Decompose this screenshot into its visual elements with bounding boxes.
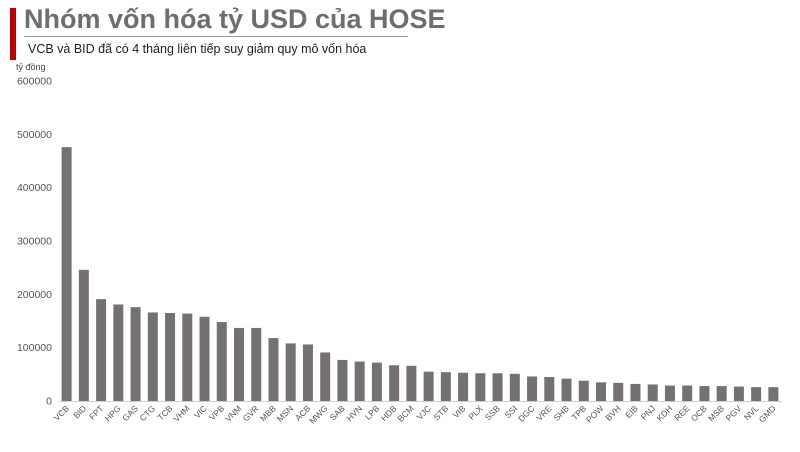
bar — [182, 313, 193, 401]
bar — [475, 373, 486, 401]
x-tick-label: PGV — [724, 403, 744, 423]
bar — [199, 316, 210, 401]
y-tick-label: 300000 — [17, 236, 52, 248]
bar — [354, 361, 365, 401]
x-tick-label: MWG — [307, 403, 329, 425]
page-title: Nhóm vốn hóa tỷ USD của HOSE — [24, 4, 446, 34]
bar — [716, 386, 727, 401]
y-tick-label: 600000 — [17, 76, 52, 88]
bar — [596, 382, 606, 401]
bar — [320, 352, 331, 401]
bar — [389, 365, 400, 401]
x-tick-label: OCB — [689, 403, 709, 423]
bar — [751, 387, 762, 401]
x-tick-label: MSB — [706, 403, 726, 423]
x-tick-label: FPT — [87, 403, 105, 421]
x-tick-label: HVN — [344, 403, 364, 423]
x-tick-label: HPG — [103, 403, 123, 423]
y-tick-label: 0 — [46, 396, 52, 408]
x-tick-label: LPB — [363, 403, 382, 422]
x-tick-label: PLX — [466, 403, 485, 422]
bar — [406, 365, 417, 401]
y-tick-label: 400000 — [17, 182, 52, 194]
x-tick-label: VIC — [192, 403, 209, 420]
bar — [458, 372, 469, 401]
x-tick-label: SSB — [483, 403, 502, 422]
bar — [113, 304, 124, 401]
bar — [268, 338, 279, 401]
x-tick-label: REE — [672, 403, 692, 423]
x-tick-label: VPB — [207, 403, 226, 422]
x-tick-label: SAB — [328, 403, 347, 422]
bar — [423, 371, 434, 401]
bar — [768, 387, 779, 401]
x-tick-label: CTG — [137, 403, 157, 423]
bar — [147, 312, 158, 401]
bar — [96, 299, 107, 401]
bar — [664, 385, 675, 401]
x-tick-label: VNM — [223, 403, 243, 423]
bar — [578, 380, 589, 401]
x-tick-label: GVR — [241, 403, 261, 423]
bar — [492, 373, 503, 401]
y-tick-label: 200000 — [17, 289, 52, 301]
x-tick-label: PNJ — [639, 403, 657, 421]
bar — [733, 386, 744, 401]
bar — [440, 372, 451, 401]
title-underline — [24, 36, 408, 37]
title-accent-bar — [10, 8, 16, 60]
bar — [78, 269, 89, 401]
bar — [699, 386, 710, 401]
bar — [613, 382, 624, 401]
x-tick-label: VCB — [52, 403, 72, 423]
bar — [216, 322, 227, 401]
bar — [630, 383, 641, 401]
y-tick-label: 100000 — [17, 342, 52, 354]
bar — [251, 327, 262, 401]
x-tick-label: MSN — [275, 403, 295, 423]
bar — [130, 307, 141, 401]
x-tick-label: SHB — [552, 403, 572, 423]
x-tick-label: VRE — [534, 403, 554, 423]
page-subtitle: VCB và BID đã có 4 tháng liên tiếp suy g… — [28, 42, 367, 56]
bar — [285, 343, 296, 401]
bar — [337, 359, 348, 401]
bar — [561, 378, 572, 401]
x-tick-label: TCB — [155, 403, 174, 422]
x-tick-label: EIB — [623, 403, 640, 420]
bar — [61, 147, 72, 401]
y-tick-label: 500000 — [17, 129, 52, 141]
bar — [302, 344, 313, 401]
x-tick-label: POW — [584, 403, 605, 424]
x-tick-label: GAS — [120, 403, 140, 423]
x-tick-label: BVH — [603, 403, 622, 422]
bar — [234, 327, 244, 401]
bar — [371, 362, 382, 401]
x-tick-label: KDH — [655, 403, 675, 423]
x-tick-label: VJC — [415, 403, 433, 421]
y-axis-unit-label: tỷ đồng — [16, 62, 46, 72]
x-tick-label: VIB — [451, 403, 468, 420]
x-tick-label: MBB — [258, 403, 278, 423]
x-tick-label: DGC — [516, 403, 536, 423]
bar — [647, 384, 658, 401]
x-tick-label: BID — [71, 403, 88, 420]
x-tick-label: HDB — [379, 403, 399, 423]
bar — [165, 313, 176, 401]
bar — [527, 376, 538, 401]
x-tick-label: STB — [432, 403, 451, 422]
bar — [682, 385, 693, 401]
x-tick-label: VHM — [171, 403, 191, 423]
bar — [509, 373, 520, 401]
bar — [544, 377, 555, 401]
x-tick-label: BCM — [395, 403, 415, 423]
x-tick-label: GMD — [757, 403, 778, 424]
